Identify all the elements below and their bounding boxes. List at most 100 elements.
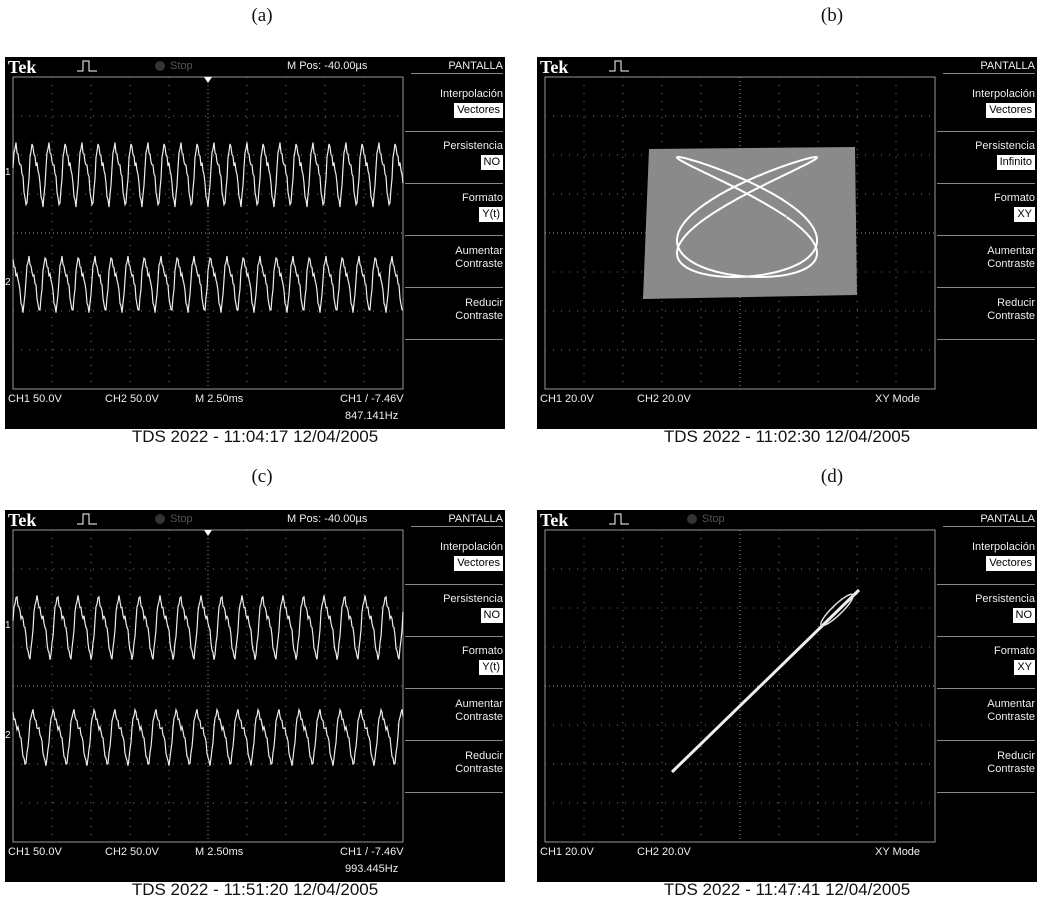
menu-selected: NO (481, 608, 504, 623)
trigger-icon (609, 61, 629, 71)
caption: TDS 2022 - 11:02:30 12/04/2005 (537, 427, 1037, 447)
menu-item-title: Reducir Contraste (937, 297, 1035, 323)
trigger-position (204, 77, 212, 83)
channel-marker: 2 (5, 729, 11, 742)
menu-title: PANTALLA (411, 513, 503, 527)
trigger-position (204, 530, 212, 536)
ch1-scale: CH1 50.0V (8, 846, 62, 859)
menu-item-title: Reducir Contraste (937, 750, 1035, 776)
menu-item-title: Formato (405, 645, 503, 658)
ch1-scale: CH1 20.0V (540, 393, 594, 406)
scope-screen: TekStopM Pos: -40.00µsPANTALLAInterpolac… (5, 510, 505, 882)
brand: Tek (540, 511, 568, 529)
panel-label: (a) (212, 5, 312, 27)
menu-item-title: Persistencia (405, 593, 503, 606)
menu-selected: Y(t) (479, 207, 503, 222)
menu-item-title: Reducir Contraste (405, 297, 503, 323)
status-dot (155, 61, 165, 71)
menu-item-value-wrap: Vectores (405, 554, 503, 571)
menu-item-value-wrap: Vectores (937, 554, 1035, 571)
panel-label: (c) (212, 466, 312, 488)
menu-title: PANTALLA (411, 60, 503, 74)
menu-item-title: Persistencia (937, 593, 1035, 606)
trace (13, 256, 403, 313)
caption: TDS 2022 - 11:51:20 12/04/2005 (5, 880, 505, 900)
menu-item: Aumentar Contraste (937, 235, 1035, 288)
menu-item-value-wrap: Vectores (405, 101, 503, 118)
mode: XY Mode (875, 846, 920, 859)
timebase: M 2.50ms (195, 393, 243, 406)
menu-selected: Vectores (454, 556, 503, 571)
timebase: M 2.50ms (195, 846, 243, 859)
brand: Tek (8, 58, 36, 76)
ch1-scale: CH1 20.0V (540, 846, 594, 859)
status: Stop (170, 60, 193, 73)
menu-item: Persistencia NO (405, 584, 503, 637)
status-dot (687, 514, 697, 524)
menu-item: Interpolación Vectores (937, 79, 1035, 132)
menu-item: Aumentar Contraste (937, 688, 1035, 741)
status: Stop (702, 513, 725, 526)
ch1-scale: CH1 50.0V (8, 393, 62, 406)
menu-item: Formato XY (937, 636, 1035, 689)
menu-item-title: Formato (937, 192, 1035, 205)
menu-item-title: Formato (937, 645, 1035, 658)
menu-item: Reducir Contraste (937, 287, 1035, 340)
mode: XY Mode (875, 393, 920, 406)
menu-item: Reducir Contraste (405, 287, 503, 340)
menu-item-title: Interpolación (937, 88, 1035, 101)
menu-item: Interpolación Vectores (405, 532, 503, 585)
menu-item-title: Persistencia (937, 140, 1035, 153)
menu-item-value-wrap: Y(t) (405, 205, 503, 222)
menu-item-value-wrap: Infinito (937, 153, 1035, 170)
trigger-icon (609, 514, 629, 524)
menu-item: Formato XY (937, 183, 1035, 236)
frequency: 847.141Hz (345, 410, 398, 423)
menu-selected: Vectores (986, 556, 1035, 571)
ch2-scale: CH2 20.0V (637, 393, 691, 406)
menu-item-title: Aumentar Contraste (405, 245, 503, 271)
menu-selected: NO (481, 155, 504, 170)
position: M Pos: -40.00µs (287, 60, 367, 73)
trigger-level: CH1 / -7.46V (340, 846, 404, 859)
menu-item-value-wrap: Y(t) (405, 658, 503, 675)
menu-selected: NO (1013, 608, 1036, 623)
panel-label: (b) (782, 5, 882, 27)
menu-selected: Vectores (986, 103, 1035, 118)
menu-item-title: Interpolación (937, 541, 1035, 554)
menu-item: Reducir Contraste (405, 740, 503, 793)
xy-trace (672, 590, 859, 772)
menu-item-value-wrap: XY (937, 658, 1035, 675)
menu-item-value-wrap: NO (937, 606, 1035, 623)
scope-screen: Tek Stop PANTALLA Interpolación Vectores Pers… (537, 510, 1037, 882)
menu-item: PersistenciaNO (405, 131, 503, 184)
channel-marker: 1 (5, 166, 11, 179)
ch2-scale: CH2 50.0V (105, 393, 159, 406)
menu-selected: Vectores (454, 103, 503, 118)
panel-label: (d) (782, 466, 882, 488)
menu-item: Persistencia NO (937, 584, 1035, 637)
channel-marker: 2 (5, 276, 11, 289)
menu-item-title: Aumentar Contraste (937, 245, 1035, 271)
trigger-icon (77, 61, 97, 71)
brand: Tek (8, 511, 36, 529)
menu-title: PANTALLA (943, 513, 1035, 527)
menu-item-title: Interpolación (405, 541, 503, 554)
menu-selected: XY (1014, 660, 1035, 675)
frequency: 993.445Hz (345, 863, 398, 876)
menu-item-value-wrap: Vectores (937, 101, 1035, 118)
trigger-level: CH1 / -7.46V (340, 393, 404, 406)
trigger-icon (77, 514, 97, 524)
menu-item: Aumentar Contraste (405, 235, 503, 288)
menu-item-value-wrap: NO (405, 606, 503, 623)
position: M Pos: -40.00µs (287, 513, 367, 526)
menu-item-value-wrap: XY (937, 205, 1035, 222)
menu-item-title: Formato (405, 192, 503, 205)
figure: (a) TDS 2022 - 11:04:17 12/04/2005 Tek Stop… (0, 0, 1044, 906)
menu-selected: XY (1014, 207, 1035, 222)
caption: TDS 2022 - 11:04:17 12/04/2005 (5, 427, 505, 447)
